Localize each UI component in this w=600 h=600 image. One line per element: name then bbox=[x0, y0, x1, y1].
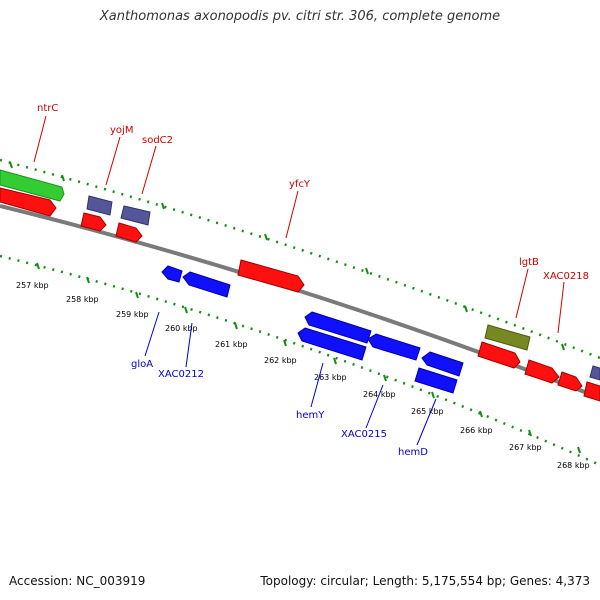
kbp-label: 267 kbp bbox=[509, 443, 542, 452]
kbp-label: 266 kbp bbox=[460, 426, 493, 435]
forward-label-lines bbox=[33, 115, 565, 334]
kbp-label: 265 kbp bbox=[411, 407, 444, 416]
gene-red-4 bbox=[583, 381, 600, 402]
inner-major-ticks bbox=[36, 262, 581, 454]
accession-text: Accession: NC_003919 bbox=[9, 574, 146, 588]
gene-ntrC bbox=[0, 169, 65, 202]
gene-lgtB bbox=[484, 324, 531, 351]
gene-ntrC-red bbox=[0, 187, 57, 217]
kbp-label: 258 kbp bbox=[66, 295, 99, 304]
gene-label-sodC2: sodC2 bbox=[142, 135, 173, 146]
gene-sodC2 bbox=[120, 205, 151, 226]
reverse-label-lines bbox=[144, 311, 437, 446]
gene-label-yojM: yojM bbox=[110, 125, 133, 136]
gene-XAC0215 bbox=[367, 333, 421, 361]
gene-label-XAC0218: XAC0218 bbox=[543, 271, 589, 282]
kbp-label: 259 kbp bbox=[116, 310, 149, 319]
gene-label-XAC0215: XAC0215 bbox=[341, 429, 387, 440]
gene-gloA bbox=[161, 265, 183, 283]
gene-yojM bbox=[86, 195, 113, 216]
gene-sodC2-red bbox=[115, 222, 143, 243]
gene-XAC0218-red bbox=[524, 359, 560, 384]
gene-label-ntrC: ntrC bbox=[37, 103, 58, 114]
kbp-label: 263 kbp bbox=[314, 373, 347, 382]
kbp-label: 257 kbp bbox=[16, 281, 49, 290]
gene-XAC0212 bbox=[182, 271, 231, 298]
outer-major-ticks bbox=[9, 161, 565, 351]
gene-red-3 bbox=[557, 371, 583, 392]
gene-lgtB-red bbox=[477, 341, 521, 369]
gene-label-XAC0212: XAC0212 bbox=[158, 369, 204, 380]
kbp-label: 261 kbp bbox=[215, 340, 248, 349]
gene-label-yfcY: yfcY bbox=[289, 179, 311, 190]
gene-yojM-red bbox=[80, 212, 107, 232]
gene-outer-edge bbox=[589, 365, 600, 381]
gene-hemY-2 bbox=[297, 327, 367, 361]
gene-label-gloA: gloA bbox=[131, 359, 153, 370]
kbp-label: 260 kbp bbox=[165, 324, 198, 333]
map-title: Xanthomonas axonopodis pv. citri str. 30… bbox=[99, 9, 501, 24]
gene-yfcY bbox=[237, 259, 305, 293]
gene-hemY bbox=[304, 311, 372, 344]
genome-stats-text: Topology: circular; Length: 5,175,554 bp… bbox=[260, 574, 590, 588]
kbp-label: 262 kbp bbox=[264, 356, 297, 365]
gene-label-hemD: hemD bbox=[398, 447, 428, 458]
gene-label-lgtB: lgtB bbox=[519, 257, 539, 268]
gene-label-hemY: hemY bbox=[296, 410, 325, 421]
outer-tick-track bbox=[0, 158, 600, 360]
gene-hemD-2 bbox=[414, 367, 458, 394]
gene-hemD bbox=[421, 351, 464, 377]
kbp-label: 268 kbp bbox=[557, 461, 590, 470]
